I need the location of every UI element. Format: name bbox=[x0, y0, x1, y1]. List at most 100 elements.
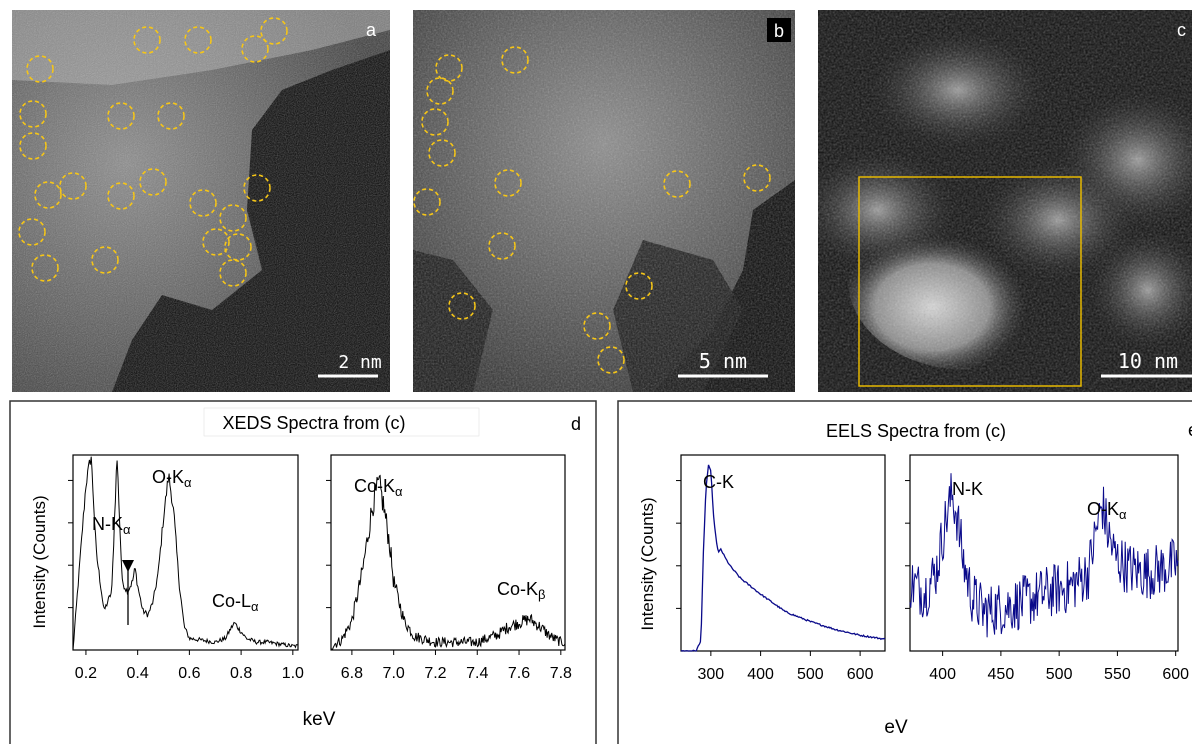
panel-letter-b: b bbox=[774, 21, 784, 41]
micrograph-panel-a: a 2 nm bbox=[12, 10, 390, 392]
x-tick-label: 300 bbox=[698, 666, 725, 683]
atom-marker bbox=[743, 164, 771, 192]
scale-bar-label-a: 2 nm bbox=[338, 352, 381, 373]
xeds-ylabel: Intensity (Counts) bbox=[30, 495, 49, 628]
xeds-panel-d: XEDS Spectra from (c) d Intensity (Count… bbox=[9, 400, 597, 744]
atom-marker bbox=[133, 26, 161, 54]
atom-marker bbox=[663, 170, 691, 198]
scale-bar-label-c: 10 nm bbox=[1118, 349, 1178, 373]
peak-label: O-Kα bbox=[152, 467, 192, 490]
atom-marker bbox=[34, 181, 62, 209]
atom-marker bbox=[107, 102, 135, 130]
micrograph-a-image: a 2 nm bbox=[12, 10, 390, 392]
plot-frame bbox=[72, 454, 299, 651]
atom-marker bbox=[219, 259, 247, 287]
x-tick-label: 6.8 bbox=[341, 665, 363, 682]
x-tick-label: 7.0 bbox=[383, 665, 405, 682]
peak-label: Co-Lα bbox=[212, 591, 259, 614]
x-tick-label: 7.8 bbox=[550, 665, 572, 682]
atom-marker bbox=[107, 182, 135, 210]
atom-marker bbox=[59, 172, 87, 200]
atom-marker bbox=[260, 17, 288, 45]
spectrum-line bbox=[330, 474, 566, 650]
plot-frame bbox=[680, 454, 886, 652]
peak-label: O-Kα bbox=[1087, 499, 1127, 522]
x-tick-label: 400 bbox=[929, 666, 956, 683]
micrograph-c-image: c 10 nm bbox=[818, 10, 1192, 392]
x-tick-label: 1.0 bbox=[282, 665, 304, 682]
peak-label: Co-Kα bbox=[354, 476, 403, 499]
peak-label: N-Kα bbox=[92, 514, 131, 537]
atom-marker bbox=[501, 46, 529, 74]
panel-letter-d: d bbox=[571, 414, 581, 434]
xeds-xlabel: keV bbox=[303, 709, 336, 730]
x-tick-label: 450 bbox=[988, 666, 1015, 683]
scale-bar-label-b: 5 nm bbox=[699, 349, 747, 373]
panel-letter-c: c bbox=[1177, 20, 1186, 40]
x-tick-label: 7.6 bbox=[508, 665, 530, 682]
atom-marker bbox=[625, 272, 653, 300]
peak-label: C-K bbox=[703, 472, 734, 492]
micrograph-panel-b: b 5 nm bbox=[413, 10, 795, 392]
x-tick-label: 550 bbox=[1104, 666, 1131, 683]
eels-panel-e: EELS Spectra from (c) e Intensity (Count… bbox=[617, 400, 1192, 744]
eels-ylabel: Intensity (Counts) bbox=[638, 497, 657, 630]
atom-markers-b bbox=[413, 46, 771, 374]
atom-marker bbox=[19, 132, 47, 160]
atom-marker bbox=[31, 254, 59, 282]
x-tick-label: 500 bbox=[1046, 666, 1073, 683]
x-tick-label: 0.4 bbox=[127, 665, 149, 682]
spectrum-line bbox=[72, 456, 299, 650]
atom-marker bbox=[224, 233, 252, 261]
eels-xlabel: eV bbox=[884, 717, 908, 738]
x-tick-label: 500 bbox=[797, 666, 824, 683]
x-tick-label: 600 bbox=[847, 666, 874, 683]
micrograph-panel-c: c 10 nm bbox=[818, 10, 1192, 392]
atom-marker bbox=[18, 218, 46, 246]
atom-marker bbox=[91, 246, 119, 274]
atom-marker bbox=[189, 189, 217, 217]
atom-marker bbox=[448, 292, 476, 320]
selection-box bbox=[858, 176, 1082, 387]
x-tick-label: 400 bbox=[747, 666, 774, 683]
x-tick-label: 7.4 bbox=[466, 665, 488, 682]
atom-marker bbox=[435, 54, 463, 82]
x-tick-label: 600 bbox=[1162, 666, 1189, 683]
atom-marker bbox=[184, 26, 212, 54]
panel-letter-e: e bbox=[1188, 420, 1192, 440]
spectrum-line bbox=[680, 464, 886, 652]
x-tick-label: 0.2 bbox=[75, 665, 97, 682]
x-tick-label: 0.6 bbox=[178, 665, 200, 682]
peak-label: Co-Kβ bbox=[497, 579, 546, 602]
eels-title: EELS Spectra from (c) bbox=[826, 421, 1006, 441]
atom-marker bbox=[219, 204, 247, 232]
atom-marker bbox=[426, 77, 454, 105]
atom-marker bbox=[421, 108, 449, 136]
atom-marker bbox=[26, 55, 54, 83]
atom-markers-a bbox=[18, 17, 288, 287]
atom-marker bbox=[202, 228, 230, 256]
n-k-arrow-head bbox=[122, 560, 134, 572]
x-tick-label: 7.2 bbox=[424, 665, 446, 682]
atom-marker bbox=[488, 232, 516, 260]
xeds-chart: XEDS Spectra from (c) d Intensity (Count… bbox=[9, 400, 597, 744]
atom-marker bbox=[413, 188, 441, 216]
atom-marker bbox=[583, 312, 611, 340]
x-tick-label: 0.8 bbox=[230, 665, 252, 682]
panel-letter-a: a bbox=[366, 20, 377, 40]
atom-marker bbox=[494, 169, 522, 197]
micrograph-b-image: b 5 nm bbox=[413, 10, 795, 392]
plot-frame bbox=[909, 454, 1179, 652]
atom-marker bbox=[428, 139, 456, 167]
xeds-title: XEDS Spectra from (c) bbox=[222, 413, 405, 433]
atom-marker bbox=[19, 100, 47, 128]
spectrum-line bbox=[909, 473, 1179, 638]
atom-marker bbox=[241, 35, 269, 63]
plot-frame bbox=[330, 454, 566, 651]
eels-chart: EELS Spectra from (c) e Intensity (Count… bbox=[617, 400, 1192, 744]
atom-marker bbox=[243, 174, 271, 202]
peak-label: N-K bbox=[952, 479, 983, 499]
atom-marker bbox=[139, 168, 167, 196]
atom-marker bbox=[597, 346, 625, 374]
atom-marker bbox=[157, 102, 185, 130]
